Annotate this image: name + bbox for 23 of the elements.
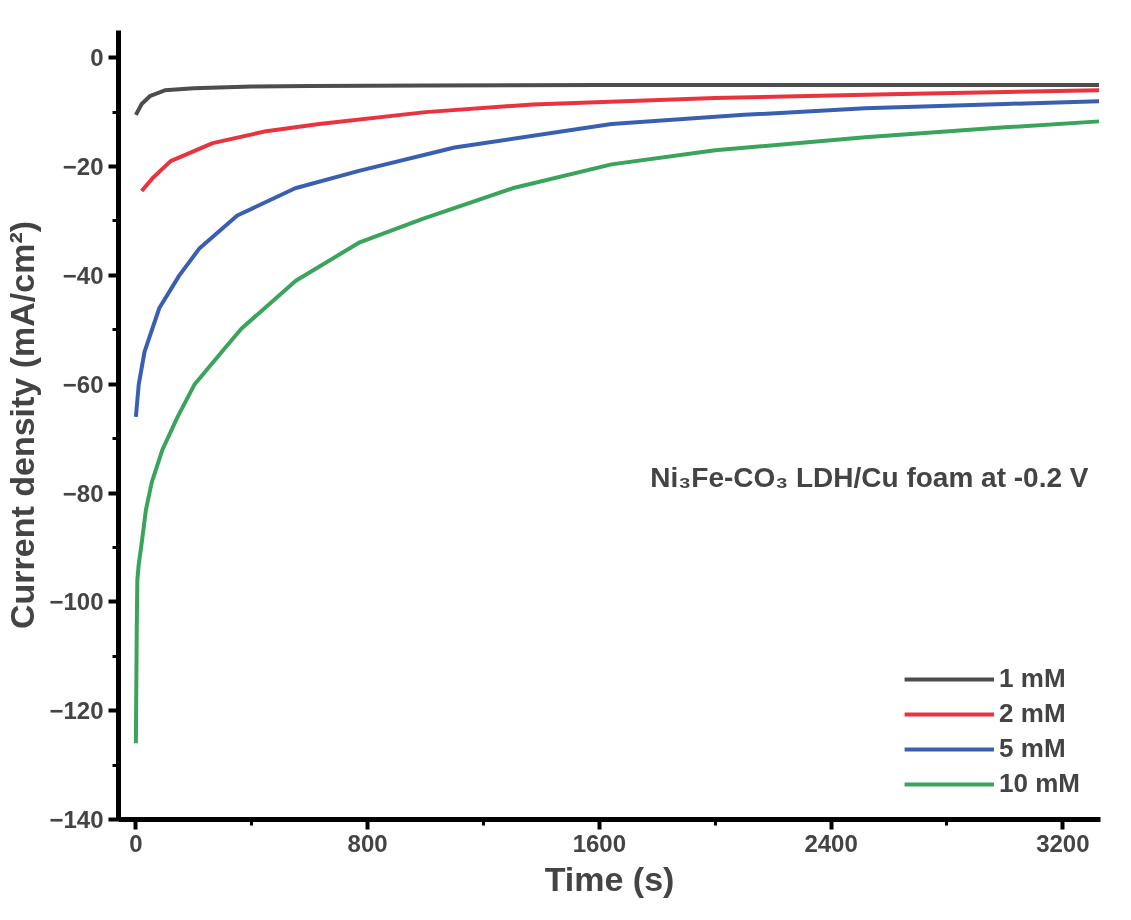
x-tick-label: 800 xyxy=(347,829,388,857)
x-tick-label: 2400 xyxy=(804,829,858,857)
y-tick-label: −100 xyxy=(49,588,104,616)
legend-label: 2 mM xyxy=(999,698,1066,729)
y-tick-label: −140 xyxy=(49,806,104,833)
line-series xyxy=(133,99,1101,419)
y-tick-label: −120 xyxy=(49,697,104,725)
y-axis-title: Current density (mA/cm²) xyxy=(3,220,42,630)
line-series xyxy=(139,88,1101,194)
x-tick-label: 1600 xyxy=(572,829,627,857)
y-tick-label: −80 xyxy=(62,479,104,507)
x-axis-title: Time (s) xyxy=(544,859,675,898)
y-tick-label: −40 xyxy=(62,261,104,289)
y-tick-label: 0 xyxy=(90,44,104,72)
annotation: Ni₃Fe-CO₃ LDH/Cu foam at -0.2 V xyxy=(650,462,1089,494)
y-tick-label: −20 xyxy=(62,153,104,181)
y-tick-label: −60 xyxy=(62,370,104,398)
legend-label: 5 mM xyxy=(999,733,1066,764)
legend-label: 10 mM xyxy=(999,768,1080,799)
legend-label: 1 mM xyxy=(999,663,1066,694)
x-tick-label: 3200 xyxy=(1036,829,1090,857)
x-tick-label: 0 xyxy=(129,829,143,857)
line-series xyxy=(133,82,1101,117)
